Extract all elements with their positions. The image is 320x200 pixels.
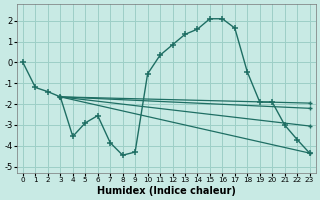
X-axis label: Humidex (Indice chaleur): Humidex (Indice chaleur) bbox=[97, 186, 236, 196]
